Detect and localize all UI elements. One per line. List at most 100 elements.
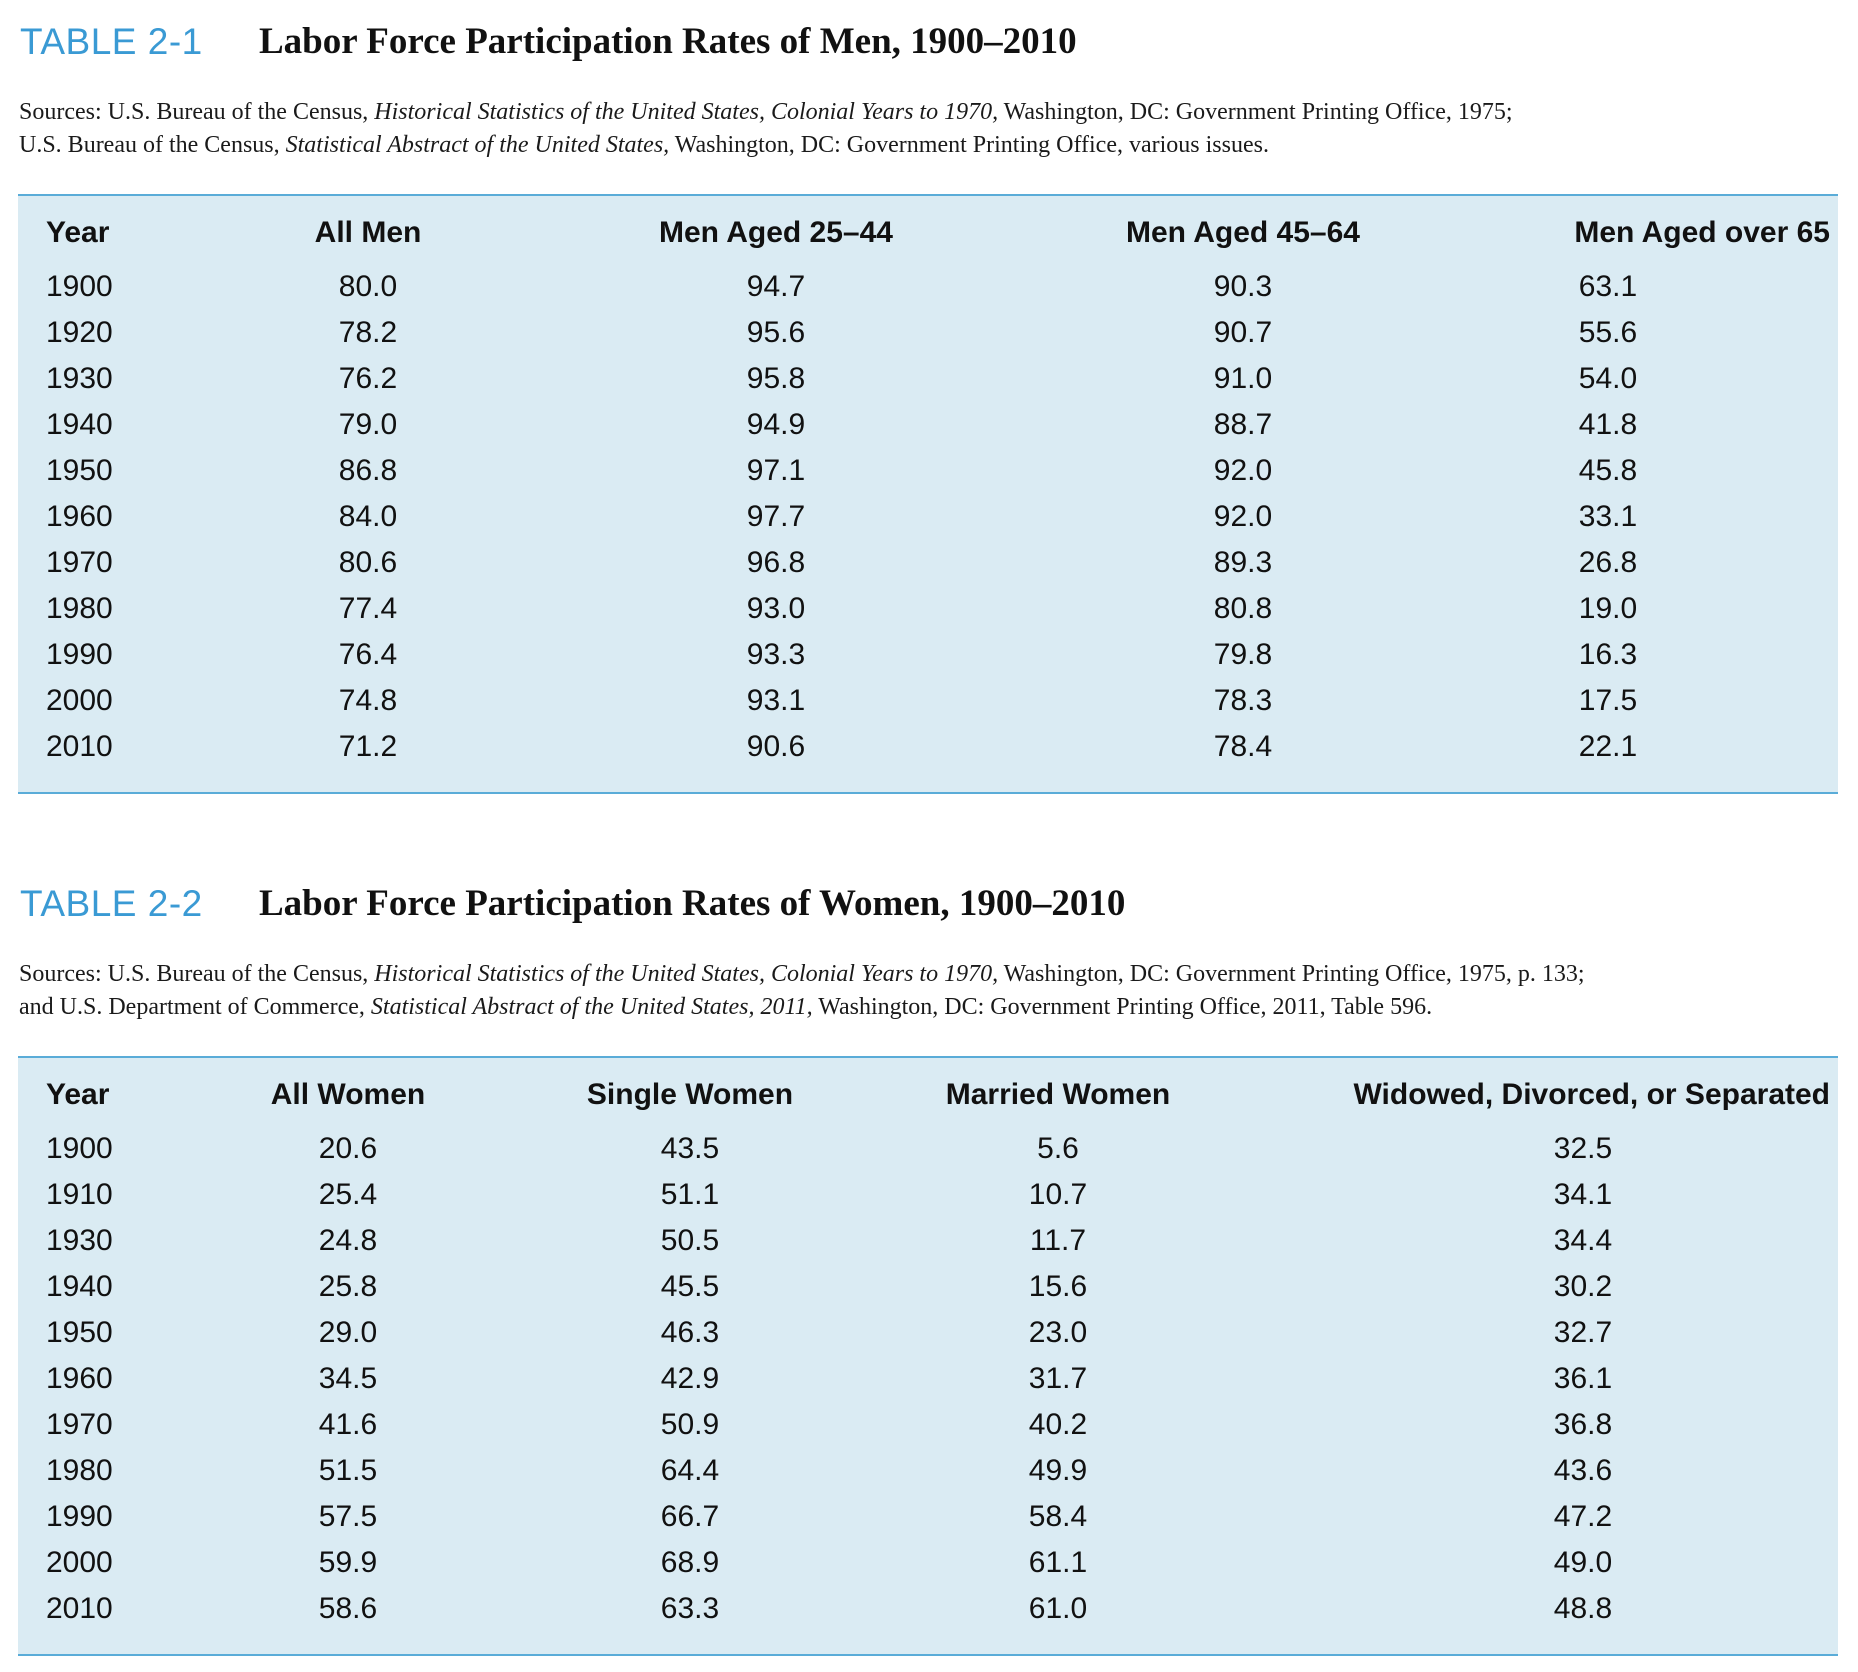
rate-cell: 49.9 xyxy=(1028,1454,1088,1487)
table-row: 2000 74.8 93.1 78.3 17.5 xyxy=(18,678,1838,724)
rate-cell: 36.8 xyxy=(1553,1408,1613,1441)
table-row: 2000 59.9 68.9 61.1 49.0 xyxy=(18,1540,1838,1586)
table-row: 1900 20.6 43.5 5.6 32.5 xyxy=(18,1126,1838,1172)
rate-cell: 88.7 xyxy=(1213,408,1273,441)
rate-cell: 78.3 xyxy=(1213,684,1273,717)
year-cell: 1960 xyxy=(46,1362,113,1395)
column-header: Married Women xyxy=(945,1078,1171,1111)
rate-cell: 80.8 xyxy=(1213,592,1273,625)
table-2-2-section: TABLE 2-2 Labor Force Participation Rate… xyxy=(18,876,1838,1656)
rate-cell: 41.6 xyxy=(318,1408,378,1441)
rate-cell: 92.0 xyxy=(1213,454,1273,487)
table-row: 1930 76.2 95.8 91.0 54.0 xyxy=(18,356,1838,402)
table-title: Labor Force Participation Rates of Men, … xyxy=(259,21,1077,62)
year-cell: 1900 xyxy=(46,1132,113,1165)
rate-cell: 51.5 xyxy=(318,1454,378,1487)
rate-cell: 16.3 xyxy=(1578,638,1638,671)
rate-cell: 50.5 xyxy=(660,1224,720,1257)
rate-cell: 24.8 xyxy=(318,1224,378,1257)
year-cell: 1960 xyxy=(46,500,113,533)
rate-cell: 23.0 xyxy=(1028,1316,1088,1349)
source-title: Historical Statistics of the United Stat… xyxy=(374,961,999,987)
rate-cell: 97.7 xyxy=(746,500,806,533)
rate-cell: 68.9 xyxy=(660,1546,720,1579)
rate-cell: 15.6 xyxy=(1028,1270,1088,1303)
table-row: 1950 29.0 46.3 23.0 32.7 xyxy=(18,1310,1838,1356)
source-text: Washington, DC: Government Printing Offi… xyxy=(669,132,1269,158)
rate-cell: 95.8 xyxy=(746,362,806,395)
table-row: 2010 58.6 63.3 61.0 48.8 xyxy=(18,1586,1838,1632)
table-row: 1970 41.6 50.9 40.2 36.8 xyxy=(18,1402,1838,1448)
source-text: U.S. Bureau of the Census, xyxy=(19,132,286,158)
rate-cell: 74.8 xyxy=(338,684,398,717)
column-header: Year xyxy=(46,216,110,249)
year-cell: 2000 xyxy=(46,684,113,717)
rate-cell: 30.2 xyxy=(1553,1270,1613,1303)
rate-cell: 26.8 xyxy=(1578,546,1638,579)
column-header: Single Women xyxy=(586,1078,794,1111)
year-cell: 1990 xyxy=(46,1500,113,1533)
year-cell: 1900 xyxy=(46,270,113,303)
column-header: All Women xyxy=(270,1078,426,1111)
rate-cell: 90.6 xyxy=(746,730,806,763)
rate-cell: 48.8 xyxy=(1553,1592,1613,1625)
table-title: Labor Force Participation Rates of Women… xyxy=(259,883,1126,924)
rate-cell: 34.1 xyxy=(1553,1178,1613,1211)
table-number: TABLE 2-1 xyxy=(20,21,203,62)
rate-cell: 25.4 xyxy=(318,1178,378,1211)
rate-cell: 96.8 xyxy=(746,546,806,579)
source-title: Statistical Abstract of the United State… xyxy=(285,132,670,158)
year-cell: 1980 xyxy=(46,1454,113,1487)
rate-cell: 91.0 xyxy=(1213,362,1273,395)
rate-cell: 66.7 xyxy=(660,1500,720,1533)
rate-cell: 46.3 xyxy=(660,1316,720,1349)
column-header: Men Aged 25–44 xyxy=(659,216,893,249)
rate-cell: 31.7 xyxy=(1028,1362,1088,1395)
rate-cell: 57.5 xyxy=(318,1500,378,1533)
rate-cell: 80.6 xyxy=(338,546,398,579)
rate-cell: 33.1 xyxy=(1578,500,1638,533)
rate-cell: 93.0 xyxy=(746,592,806,625)
table-row: 1920 78.2 95.6 90.7 55.6 xyxy=(18,310,1838,356)
table-2-1-section: TABLE 2-1 Labor Force Participation Rate… xyxy=(18,14,1838,794)
table-row: 1950 86.8 97.1 92.0 45.8 xyxy=(18,448,1838,494)
column-header: Men Aged 45–64 xyxy=(1126,216,1360,249)
rate-cell: 92.0 xyxy=(1213,500,1273,533)
table-row: 1910 25.4 51.1 10.7 34.1 xyxy=(18,1172,1838,1218)
year-cell: 1940 xyxy=(46,408,113,441)
rate-cell: 63.3 xyxy=(660,1592,720,1625)
year-cell: 1950 xyxy=(46,454,113,487)
source-title: Historical Statistics of the United Stat… xyxy=(374,99,999,125)
year-cell: 1980 xyxy=(46,592,113,625)
rate-cell: 86.8 xyxy=(338,454,398,487)
rate-cell: 64.4 xyxy=(660,1454,720,1487)
rate-cell: 5.6 xyxy=(1037,1132,1079,1165)
table-row: 1980 51.5 64.4 49.9 43.6 xyxy=(18,1448,1838,1494)
year-cell: 1950 xyxy=(46,1316,113,1349)
rate-cell: 61.1 xyxy=(1028,1546,1088,1579)
table-row: 1900 80.0 94.7 90.3 63.1 xyxy=(18,264,1838,310)
table-row: 1960 34.5 42.9 31.7 36.1 xyxy=(18,1356,1838,1402)
year-cell: 1930 xyxy=(46,362,113,395)
table-row: 1980 77.4 93.0 80.8 19.0 xyxy=(18,586,1838,632)
rate-cell: 79.0 xyxy=(338,408,398,441)
source-text: Washington, DC: Government Printing Offi… xyxy=(998,99,1513,125)
table-row: 1990 76.4 93.3 79.8 16.3 xyxy=(18,632,1838,678)
table-title-row: TABLE 2-2 Labor Force Participation Rate… xyxy=(18,876,1838,932)
rate-cell: 59.9 xyxy=(318,1546,378,1579)
rate-cell: 90.3 xyxy=(1213,270,1273,303)
year-cell: 1970 xyxy=(46,1408,113,1441)
column-header: All Men xyxy=(314,216,422,249)
rate-cell: 84.0 xyxy=(338,500,398,533)
table-row: 1940 79.0 94.9 88.7 41.8 xyxy=(18,402,1838,448)
rate-cell: 42.9 xyxy=(660,1362,720,1395)
rate-cell: 51.1 xyxy=(660,1178,720,1211)
table-row: 2010 71.2 90.6 78.4 22.1 xyxy=(18,724,1838,770)
table-number: TABLE 2-2 xyxy=(20,883,203,924)
year-cell: 1990 xyxy=(46,638,113,671)
column-header: Year xyxy=(46,1078,110,1111)
rate-cell: 76.4 xyxy=(338,638,398,671)
year-cell: 1930 xyxy=(46,1224,113,1257)
rate-cell: 58.4 xyxy=(1028,1500,1088,1533)
rate-cell: 89.3 xyxy=(1213,546,1273,579)
